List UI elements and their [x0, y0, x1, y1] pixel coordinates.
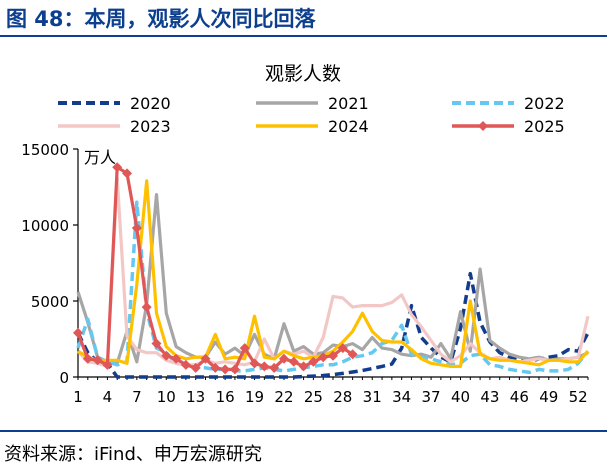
- x-tick-label: 52: [569, 388, 588, 406]
- figure-header: 图 48：本周，观影人次同比回落: [0, 0, 607, 38]
- x-tick-label: 49: [539, 388, 558, 406]
- y-tick-label: 5000: [31, 293, 69, 311]
- legend-label-2022: 2022: [524, 94, 565, 113]
- x-tick-label: 13: [186, 388, 205, 406]
- legend-marker-2025: [478, 121, 488, 131]
- series-marker-2025: [180, 359, 191, 370]
- x-tick-label: 10: [157, 388, 176, 406]
- legend-label-2024: 2024: [328, 117, 369, 136]
- series-marker-2025: [328, 350, 338, 361]
- series-marker-2025: [200, 353, 211, 364]
- series-marker-2025: [318, 352, 329, 363]
- x-tick-label: 22: [274, 388, 293, 406]
- series-marker-2025: [288, 356, 299, 367]
- series-marker-2025: [92, 355, 103, 366]
- chart-title: 观影人数: [265, 63, 341, 85]
- legend: 2020 2021 2022 2023 2024 2025: [58, 94, 565, 136]
- series-line-2020: [76, 271, 590, 379]
- source-divider: [0, 430, 607, 432]
- y-unit-label: 万人: [84, 148, 116, 167]
- series-marker-2025: [112, 162, 123, 173]
- y-tick-label: 10000: [21, 217, 69, 235]
- x-tick-label: 1: [73, 388, 83, 406]
- series-line-2022: [76, 200, 590, 375]
- series-marker-2025: [151, 338, 162, 349]
- x-tick-label: 40: [451, 388, 470, 406]
- series-marker-2025: [278, 353, 289, 364]
- series-marker-2025: [249, 358, 260, 369]
- series-marker-2025: [308, 356, 319, 367]
- legend-label-2020: 2020: [130, 94, 171, 113]
- series-line-2023: [76, 176, 590, 368]
- x-tick-label: 28: [333, 388, 352, 406]
- series-marker-2025: [131, 223, 142, 234]
- x-tick-label: 46: [510, 388, 529, 406]
- series-marker-2025: [229, 364, 240, 375]
- x-tick-label: 16: [216, 388, 235, 406]
- series-marker-2025: [298, 361, 309, 372]
- title-divider: [0, 35, 607, 37]
- series-marker-2025: [102, 359, 113, 370]
- series-marker-2025: [73, 327, 83, 338]
- x-tick-label: 25: [304, 388, 323, 406]
- series-marker-2025: [347, 349, 358, 360]
- series-marker-2025: [141, 302, 152, 313]
- legend-label-2021: 2021: [328, 94, 369, 113]
- legend-label-2025: 2025: [524, 117, 565, 136]
- x-tick-label: 7: [132, 388, 142, 406]
- series-marker-2025: [171, 353, 182, 364]
- source-note: 资料来源：iFind、申万宏源研究: [4, 444, 262, 465]
- series-lines: [73, 162, 590, 379]
- series-marker-2025: [220, 364, 231, 375]
- x-tick-label: 37: [422, 388, 441, 406]
- x-tick-label: 31: [363, 388, 382, 406]
- legend-label-2023: 2023: [130, 117, 171, 136]
- figure-title: 图 48：本周，观影人次同比回落: [6, 7, 316, 31]
- series-marker-2025: [190, 362, 201, 373]
- series-marker-2025: [337, 343, 348, 354]
- axes: 0 5000 10000 15000 1 4 7 10 13 16 19 22 25 28 31 34 37 40…: [21, 141, 589, 406]
- x-tick-label: 19: [245, 388, 264, 406]
- x-tick-label: 4: [103, 388, 113, 406]
- series-marker-2025: [122, 168, 133, 179]
- y-tick-label: 0: [59, 369, 69, 387]
- x-tick-label: 43: [480, 388, 499, 406]
- series-marker-2025: [259, 361, 270, 372]
- line-chart: 观影人数 2020 2021 2022 2023 2024 2025 0 5000 10000…: [21, 63, 590, 406]
- series-line-2021: [76, 193, 589, 365]
- series-marker-2025: [210, 362, 221, 373]
- y-tick-label: 15000: [21, 141, 69, 159]
- x-tick-label: 34: [392, 388, 411, 406]
- series-marker-2025: [161, 350, 172, 361]
- series-marker-2025: [82, 353, 93, 364]
- series-marker-2025: [239, 343, 250, 354]
- series-marker-2025: [269, 362, 280, 373]
